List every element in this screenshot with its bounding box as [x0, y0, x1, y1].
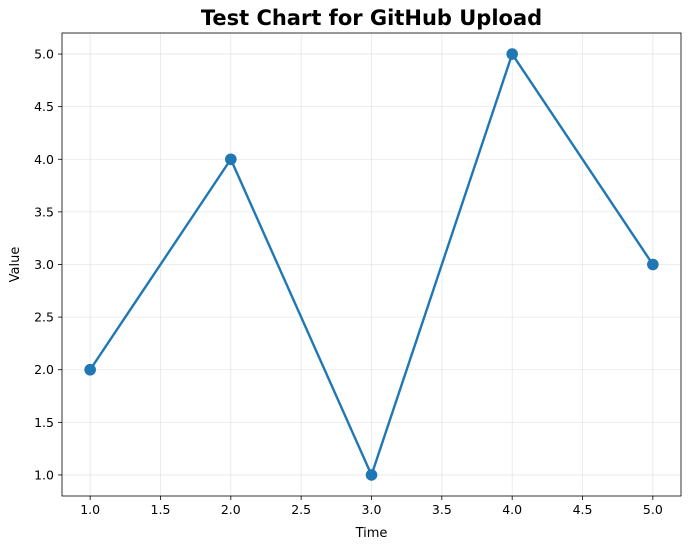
x-tick-label: 1.5 [151, 502, 171, 517]
y-tick-label: 3.0 [34, 257, 54, 272]
y-tick-label: 2.5 [34, 310, 54, 325]
data-point [506, 48, 518, 60]
y-tick-label: 5.0 [34, 47, 54, 62]
grid [62, 33, 681, 496]
x-tick-label: 1.0 [80, 502, 100, 517]
data-point [225, 153, 237, 166]
data-point [365, 469, 378, 481]
y-tick-label: 1.0 [34, 467, 54, 482]
x-axis-label: Time [355, 526, 388, 541]
ticks: 1.0 1.5 2.0 2.5 3.0 3.5 4.0 4.5 5.0 1.0 1.5 2.0 2.5 3… [34, 47, 663, 517]
x-tick-label: 2.0 [221, 502, 241, 517]
data-point [647, 258, 659, 271]
y-tick-label: 2.0 [34, 362, 54, 377]
series [84, 48, 659, 481]
y-tick-label: 4.5 [34, 99, 54, 114]
x-tick-label: 3.0 [362, 502, 382, 517]
y-tick-label: 1.5 [34, 415, 54, 430]
x-tick-label: 4.5 [573, 502, 593, 517]
data-point [84, 363, 96, 376]
chart-title: Test Chart for GitHub Upload [201, 6, 542, 30]
x-tick-label: 5.0 [643, 502, 663, 517]
x-tick-label: 3.5 [432, 502, 452, 517]
y-tick-label: 4.0 [34, 152, 54, 167]
x-tick-label: 2.5 [291, 502, 311, 517]
x-tick-label: 4.0 [502, 502, 522, 517]
y-axis-label: Value [8, 247, 23, 283]
y-tick-label: 3.5 [34, 204, 54, 219]
